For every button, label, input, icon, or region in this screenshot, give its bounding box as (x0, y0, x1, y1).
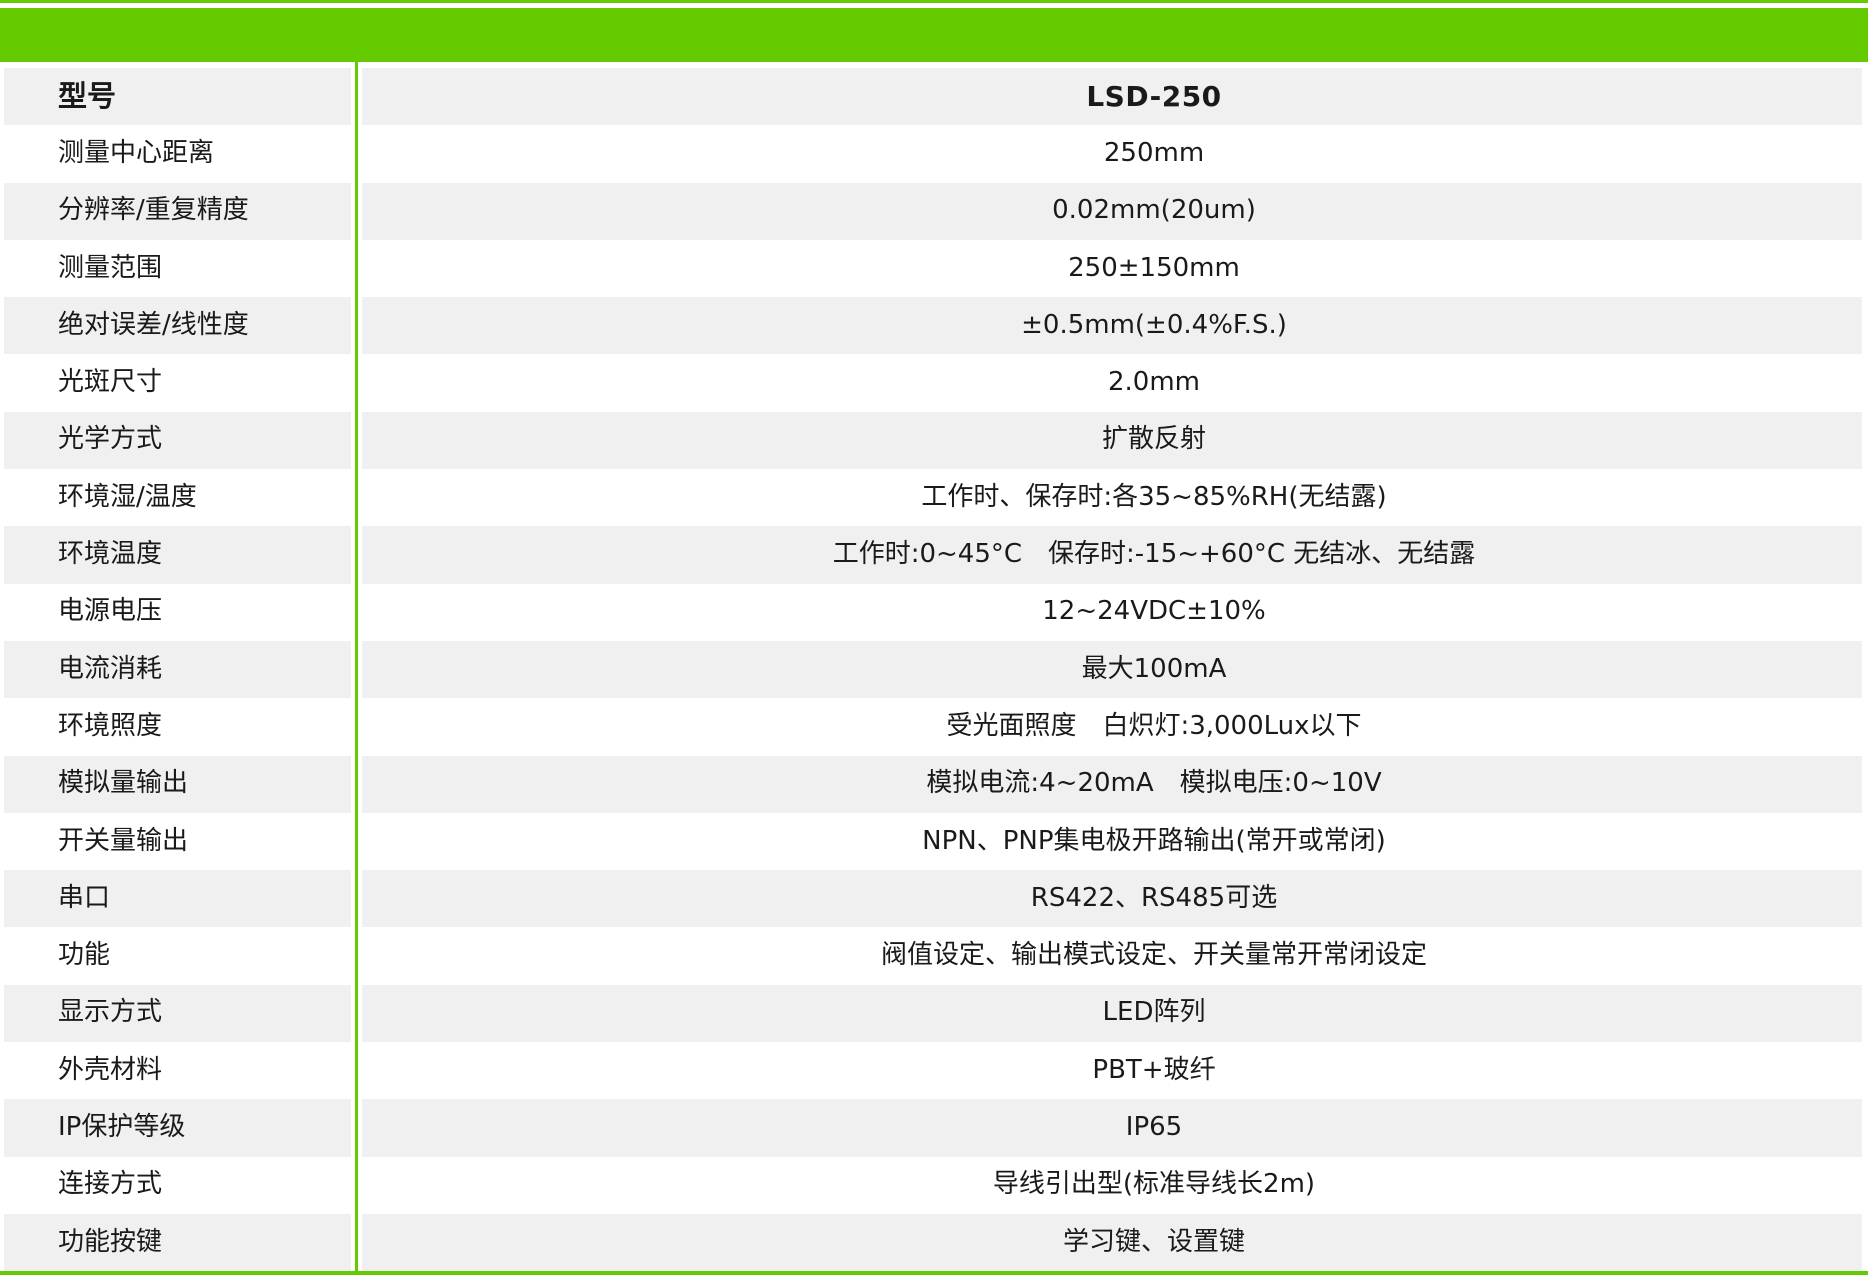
spec-label: 环境照度 (58, 710, 163, 741)
spec-row: 模拟量输出 模拟电流:4~20mA 模拟电压:0~10V (0, 755, 1868, 813)
spec-value: PBT+玻纤 (1092, 1054, 1216, 1085)
spec-value: 12~24VDC±10% (1042, 596, 1266, 627)
spec-value: 2.0mm (1107, 367, 1200, 398)
spec-label: 模拟量输出 (4, 755, 351, 813)
spec-row: 测量中心距离 250mm (0, 125, 1868, 182)
spec-value: 最大100mA (362, 640, 1862, 699)
spec-value: NPN、PNP集电极开路输出(常开或常闭) (922, 825, 1386, 856)
spec-value: RS422、RS485可选 (362, 870, 1862, 928)
spec-row: 绝对误差/线性度 ±0.5mm(±0.4%F.S.) (0, 297, 1868, 355)
spec-label: 功能按键 (4, 1213, 351, 1272)
spec-label: 外壳材料 (58, 1054, 163, 1085)
spec-row: 环境照度 受光面照度 白炽灯:3,000Lux以下 (0, 698, 1868, 755)
spec-value: 250mm (1103, 138, 1205, 168)
spec-label: 环境湿/温度 (58, 481, 197, 512)
spec-value: 工作时:0~45°C 保存时:-15~+60°C 无结冰、无结露 (362, 526, 1862, 584)
spec-label: 分辨率/重复精度 (4, 182, 351, 240)
spec-label: 电源电压 (58, 596, 163, 627)
spec-label: 功能 (58, 940, 111, 971)
spec-row: 环境湿/温度 工作时、保存时:各35~85%RH(无结露) (0, 469, 1868, 526)
spec-row: 功能按键 学习键、设置键 (0, 1213, 1868, 1272)
spec-table: 型号 LSD-250 测量中心距离 250mm 分辨率/重复精度 0.02mm(… (0, 62, 1868, 1276)
spec-value: 学习键、设置键 (362, 1213, 1862, 1272)
spec-row: 显示方式 LED阵列 (0, 984, 1868, 1043)
spec-label: 串口 (4, 870, 351, 928)
spec-value: 0.02mm(20um) (362, 182, 1862, 240)
spec-label: 开关量输出 (58, 825, 189, 856)
spec-label: 显示方式 (4, 984, 351, 1043)
spec-row: 环境温度 工作时:0~45°C 保存时:-15~+60°C 无结冰、无结露 (0, 526, 1868, 584)
spec-label: 测量中心距离 (58, 138, 215, 168)
spec-row: IP保护等级 IP65 (0, 1099, 1868, 1157)
spec-header-row: 型号 LSD-250 (0, 68, 1868, 126)
spec-value: LSD-250 (362, 68, 1862, 126)
spec-row: 功能 阀值设定、输出模式设定、开关量常开常闭设定 (0, 927, 1868, 984)
spec-value: 受光面照度 白炽灯:3,000Lux以下 (946, 710, 1362, 741)
spec-value: 250±150mm (1068, 252, 1240, 283)
spec-row: 串口 RS422、RS485可选 (0, 870, 1868, 928)
spec-row: 测量范围 250±150mm (0, 240, 1868, 297)
spec-row: 分辨率/重复精度 0.02mm(20um) (0, 182, 1868, 240)
spec-label: 光斑尺寸 (58, 367, 163, 398)
spec-value: 工作时、保存时:各35~85%RH(无结露) (921, 481, 1387, 512)
spec-row: 外壳材料 PBT+玻纤 (0, 1042, 1868, 1099)
spec-row: 电流消耗 最大100mA (0, 640, 1868, 699)
spec-label: 型号 (4, 68, 351, 126)
spec-label: 连接方式 (58, 1169, 163, 1200)
spec-row: 电源电压 12~24VDC±10% (0, 584, 1868, 641)
header-bar (0, 8, 1868, 62)
spec-value: 阀值设定、输出模式设定、开关量常开常闭设定 (880, 940, 1427, 971)
spec-label: IP保护等级 (4, 1099, 351, 1157)
spec-value: LED阵列 (362, 984, 1862, 1043)
spec-value: 导线引出型(标准导线长2m) (992, 1169, 1316, 1200)
spec-row: 连接方式 导线引出型(标准导线长2m) (0, 1157, 1868, 1214)
spec-row: 光斑尺寸 2.0mm (0, 354, 1868, 411)
spec-label: 测量范围 (58, 252, 163, 283)
spec-value: 模拟电流:4~20mA 模拟电压:0~10V (362, 755, 1862, 813)
spec-value: IP65 (362, 1099, 1862, 1157)
spec-label: 光学方式 (4, 411, 351, 470)
top-accent-line (0, 0, 1868, 3)
column-divider (355, 62, 358, 1276)
spec-label: 绝对误差/线性度 (4, 297, 351, 355)
spec-value: 扩散反射 (362, 411, 1862, 470)
spec-label: 环境温度 (4, 526, 351, 584)
spec-row: 光学方式 扩散反射 (0, 411, 1868, 470)
spec-value: ±0.5mm(±0.4%F.S.) (362, 297, 1862, 355)
spec-label: 电流消耗 (4, 640, 351, 699)
spec-row: 开关量输出 NPN、PNP集电极开路输出(常开或常闭) (0, 813, 1868, 870)
